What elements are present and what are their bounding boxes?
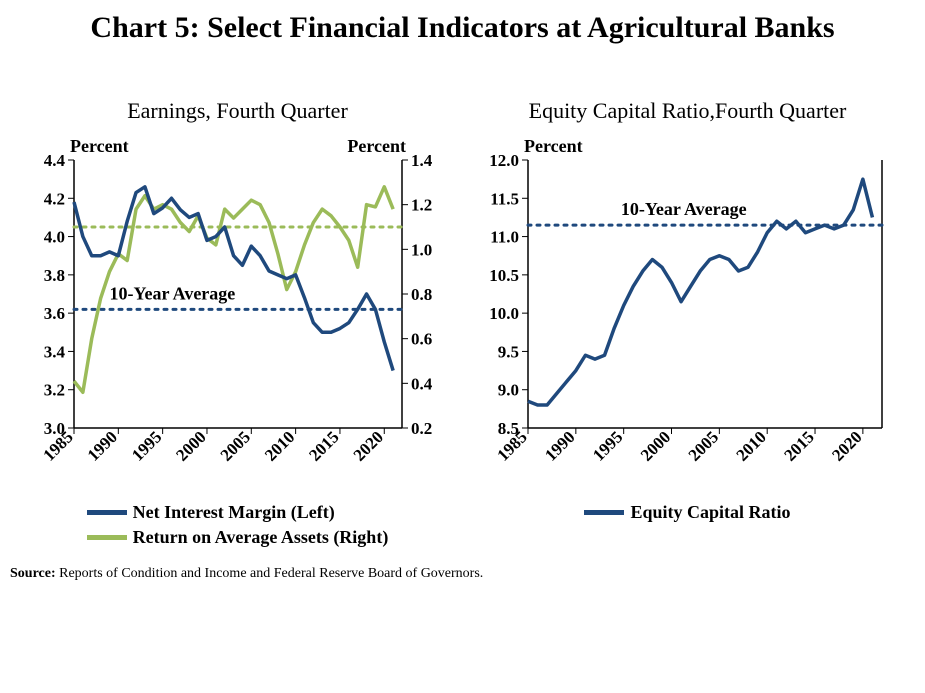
svg-text:9.0: 9.0 [497, 381, 518, 400]
svg-text:2020: 2020 [349, 427, 386, 464]
legend-eq-label: Equity Capital Ratio [630, 502, 790, 523]
svg-text:1.2: 1.2 [411, 196, 432, 215]
svg-text:3.4: 3.4 [43, 342, 65, 361]
svg-text:1990: 1990 [83, 427, 120, 464]
charts-row: Earnings, Fourth Quarter Percent Percent 3… [10, 70, 915, 548]
svg-text:9.5: 9.5 [497, 342, 518, 361]
svg-text:2010: 2010 [732, 427, 769, 464]
legend-roa-swatch [87, 535, 127, 540]
source-line: Source: Reports of Condition and Income … [10, 566, 915, 582]
svg-text:0.2: 0.2 [411, 419, 432, 438]
svg-text:1990: 1990 [541, 427, 578, 464]
svg-text:1.0: 1.0 [411, 240, 432, 259]
source-label: Source: [10, 566, 56, 581]
legend-eq: Equity Capital Ratio [584, 502, 790, 523]
svg-text:4.4: 4.4 [43, 151, 65, 170]
source-text: Reports of Condition and Income and Fede… [56, 566, 484, 581]
svg-text:3.6: 3.6 [43, 304, 64, 323]
chart-container: Chart 5: Select Financial Indicators at … [10, 10, 915, 582]
earnings-chart: PercentPercent3.03.23.43.63.84.04.24.40.… [28, 132, 448, 492]
svg-text:3.2: 3.2 [43, 381, 64, 400]
svg-text:Percent: Percent [524, 136, 583, 156]
svg-text:10-Year Average: 10-Year Average [620, 199, 746, 219]
left-subtitle: Earnings, Fourth Quarter [127, 70, 348, 124]
equity-chart: Percent8.59.09.510.010.511.011.512.01985… [478, 132, 898, 492]
legend-nim: Net Interest Margin (Left) [87, 502, 389, 523]
svg-text:2020: 2020 [828, 427, 865, 464]
svg-text:2000: 2000 [172, 427, 209, 464]
svg-text:10.5: 10.5 [489, 266, 519, 285]
svg-text:2000: 2000 [636, 427, 673, 464]
svg-text:11.0: 11.0 [490, 228, 519, 247]
svg-text:2010: 2010 [260, 427, 297, 464]
legend-nim-swatch [87, 510, 127, 515]
svg-text:4.2: 4.2 [43, 189, 64, 208]
left-chart-column: Earnings, Fourth Quarter Percent Percent 3… [28, 70, 448, 548]
legend-nim-label: Net Interest Margin (Left) [133, 502, 335, 523]
legend-roa: Return on Average Assets (Right) [87, 527, 389, 548]
svg-text:1995: 1995 [589, 427, 626, 464]
svg-text:Percent: Percent [70, 136, 129, 156]
right-legend: Equity Capital Ratio [584, 498, 790, 523]
right-subtitle: Equity Capital Ratio,Fourth Quarter [529, 70, 847, 124]
svg-text:1.4: 1.4 [411, 151, 433, 170]
svg-text:2005: 2005 [684, 427, 721, 464]
svg-text:2015: 2015 [780, 427, 817, 464]
svg-text:2015: 2015 [305, 427, 342, 464]
svg-text:10.0: 10.0 [489, 304, 519, 323]
svg-text:4.0: 4.0 [43, 228, 64, 247]
svg-text:3.8: 3.8 [43, 266, 64, 285]
chart-title: Chart 5: Select Financial Indicators at … [10, 10, 915, 46]
left-legend: Net Interest Margin (Left) Return on Ave… [87, 498, 389, 548]
svg-text:0.8: 0.8 [411, 285, 432, 304]
svg-text:1995: 1995 [128, 427, 165, 464]
svg-text:11.5: 11.5 [490, 189, 519, 208]
svg-text:10-Year Average: 10-Year Average [109, 283, 235, 303]
svg-text:0.4: 0.4 [411, 374, 433, 393]
svg-text:12.0: 12.0 [489, 151, 519, 170]
legend-eq-swatch [584, 510, 624, 515]
svg-text:0.6: 0.6 [411, 330, 432, 349]
svg-text:Percent: Percent [347, 136, 406, 156]
legend-roa-label: Return on Average Assets (Right) [133, 527, 389, 548]
right-chart-column: Equity Capital Ratio,Fourth Quarter Perc… [478, 70, 898, 548]
svg-text:2005: 2005 [216, 427, 253, 464]
